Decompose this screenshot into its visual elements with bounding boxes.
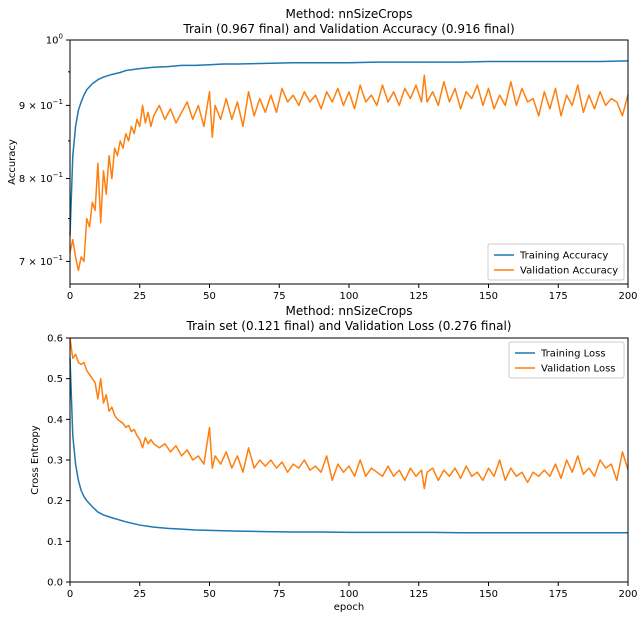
accuracy-chart-xtick-label: 100 — [339, 291, 358, 302]
accuracy-chart-ytick-label-exp: −1 — [53, 254, 63, 262]
accuracy-chart-xtick-label: 50 — [203, 291, 216, 302]
loss-chart-ytick-label: 0.3 — [47, 456, 63, 467]
accuracy-chart-ytick-label: 9 × 10−1 — [19, 98, 63, 112]
loss-chart-series-validation-loss — [69, 337, 629, 490]
loss-chart-ylabel: Cross Entropy — [30, 425, 41, 495]
accuracy-chart-xtick-label: 125 — [409, 291, 428, 302]
accuracy-chart-ytick-label-base: 9 × 10 — [19, 101, 53, 112]
loss-chart-legend: Training Loss Validation Loss — [508, 341, 625, 379]
accuracy-chart-xtick-label: 175 — [549, 291, 568, 302]
loss-chart-title-line1: Method: nnSizeCrops — [286, 304, 413, 318]
accuracy-chart-xtick-label: 150 — [479, 291, 498, 302]
loss-chart-xtick-label: 0 — [67, 589, 73, 600]
loss-chart-xtick-label: 150 — [479, 589, 498, 600]
loss-chart-series-training-loss — [69, 358, 628, 534]
loss-chart-ytick-label: 0.5 — [47, 374, 63, 385]
accuracy-chart-legend-label: Training Accuracy — [519, 251, 608, 262]
accuracy-chart-frame — [69, 39, 629, 285]
loss-chart-legend-label: Training Loss — [540, 349, 606, 360]
loss-chart-xtick-label: 175 — [549, 589, 568, 600]
loss-chart-xtick-label: 100 — [339, 589, 358, 600]
accuracy-chart-ytick-label: 100 — [46, 33, 63, 47]
loss-chart-ytick-label: 0.2 — [47, 496, 63, 507]
accuracy-chart-ytick-label-base: 7 × 10 — [19, 257, 53, 268]
accuracy-chart-ytick-label-base: 10 — [46, 36, 59, 47]
accuracy-chart-ytick-label-exp: −1 — [53, 98, 63, 106]
accuracy-chart-ytick-label: 7 × 10−1 — [19, 254, 63, 268]
loss-chart-xtick-label: 200 — [618, 589, 637, 600]
accuracy-chart-lines — [69, 60, 629, 272]
accuracy-chart: Method: nnSizeCrops Train (0.967 final) … — [7, 7, 638, 302]
loss-chart-ticks: 0 25 50 75 100 125 150 175 200 0.0 0.1 0.2 0.3 0.4 0.5… — [47, 334, 637, 601]
loss-chart-frame — [69, 337, 629, 583]
loss-chart-xtick-label: 125 — [409, 589, 428, 600]
loss-chart-xtick-label: 75 — [273, 589, 286, 600]
loss-chart-legend-label: Validation Loss — [541, 364, 616, 375]
accuracy-chart-xtick-label: 200 — [618, 291, 637, 302]
loss-chart: Method: nnSizeCrops Train set (0.121 fin… — [30, 304, 638, 613]
loss-chart-legend-box — [508, 341, 625, 379]
loss-chart-xtick-label: 25 — [133, 589, 146, 600]
accuracy-chart-title-line1: Method: nnSizeCrops — [286, 7, 413, 21]
accuracy-chart-ytick-label-exp: 0 — [59, 33, 63, 41]
accuracy-chart-xtick-label: 75 — [273, 291, 286, 302]
accuracy-chart-title-line2: Train (0.967 final) and Validation Accur… — [182, 22, 514, 36]
loss-chart-ytick-label: 0.0 — [47, 578, 63, 589]
accuracy-chart-legend-label: Validation Accuracy — [520, 266, 618, 277]
loss-chart-xtick-label: 50 — [203, 589, 216, 600]
loss-chart-ytick-label: 0.4 — [47, 415, 63, 426]
loss-chart-ytick-label: 0.1 — [47, 537, 63, 548]
accuracy-chart-legend: Training Accuracy Validation Accuracy — [487, 243, 625, 281]
accuracy-chart-ylabel: Accuracy — [7, 139, 18, 185]
loss-chart-ytick-label: 0.6 — [47, 334, 63, 345]
loss-chart-lines — [69, 337, 629, 534]
accuracy-chart-xtick-label: 25 — [133, 291, 146, 302]
accuracy-chart-series-training-accuracy — [69, 60, 629, 236]
accuracy-chart-series-validation-accuracy — [69, 74, 629, 272]
accuracy-chart-ytick-label-exp: −1 — [53, 171, 63, 179]
accuracy-chart-xtick-label: 0 — [67, 291, 73, 302]
loss-chart-xlabel: epoch — [334, 602, 364, 613]
accuracy-chart-legend-box — [487, 243, 625, 281]
loss-chart-title-line2: Train set (0.121 final) and Validation L… — [186, 319, 512, 333]
accuracy-chart-ytick-label: 8 × 10−1 — [19, 171, 63, 185]
accuracy-chart-ytick-label-base: 8 × 10 — [19, 174, 53, 185]
